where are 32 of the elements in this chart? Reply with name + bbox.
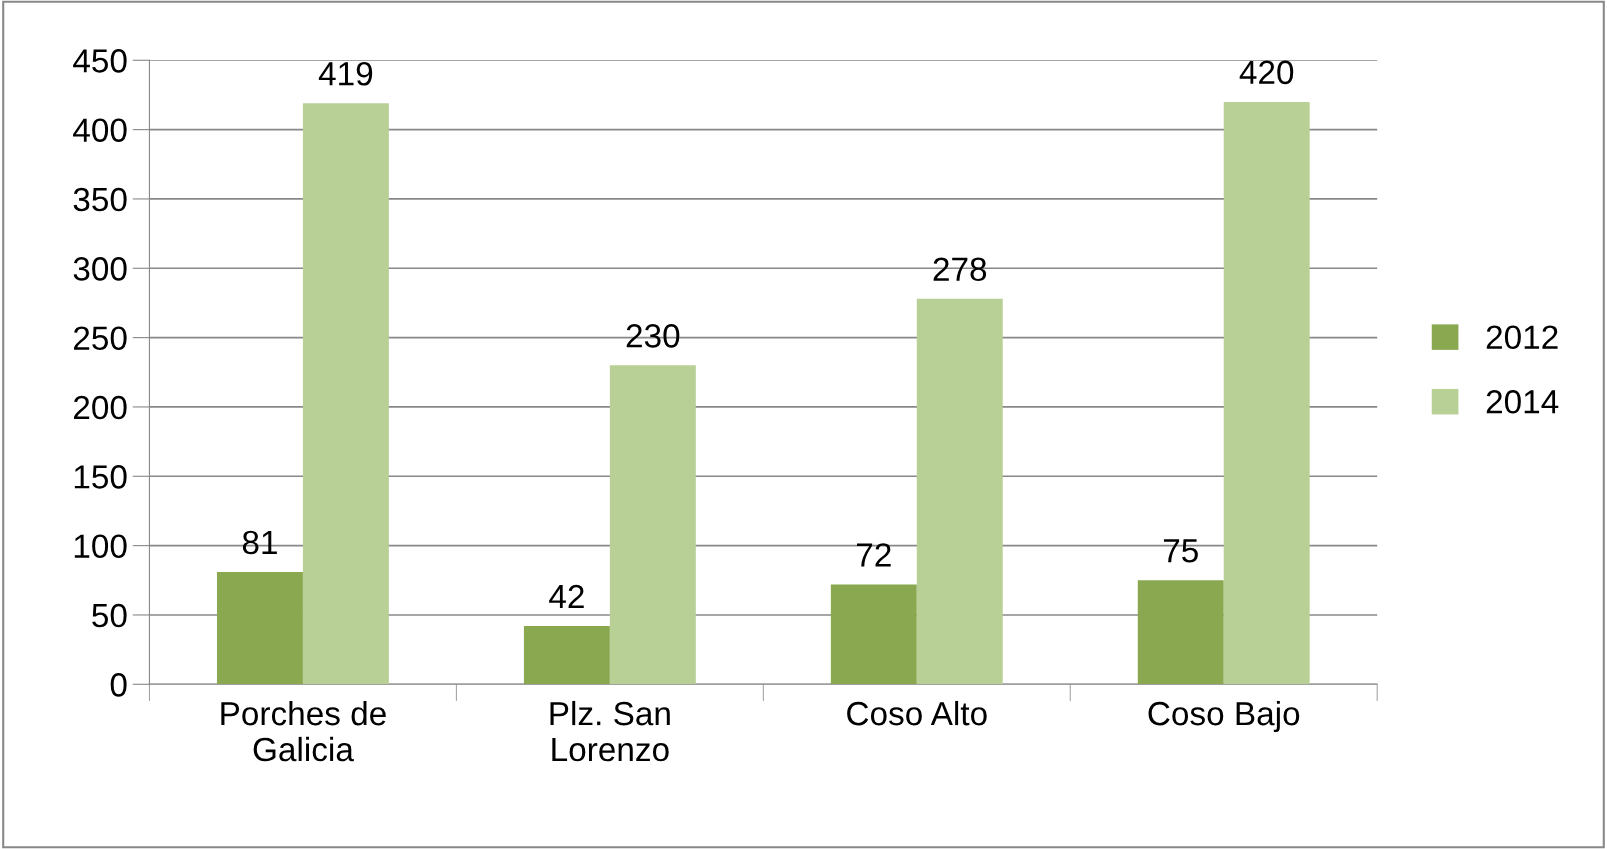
data-label: 278 xyxy=(933,257,987,282)
bar xyxy=(216,571,303,685)
y-tick-label: 250 xyxy=(73,326,127,351)
y-tick-label: 350 xyxy=(73,187,127,212)
bar xyxy=(302,103,389,685)
y-tick-label: 300 xyxy=(73,257,127,281)
y-tick-label: 200 xyxy=(73,395,127,420)
bar xyxy=(916,298,1003,685)
bar xyxy=(523,626,610,685)
bar xyxy=(830,584,917,685)
x-tick-label: Coso Bajo xyxy=(1148,700,1300,733)
x-tick-label: Porches de Galicia xyxy=(221,700,386,762)
y-tick-label: 0 xyxy=(110,673,127,697)
data-label: 420 xyxy=(1239,60,1294,85)
y-tick-label: 150 xyxy=(74,465,127,489)
bar xyxy=(1137,580,1224,685)
data-label: 81 xyxy=(242,530,277,555)
y-tick-label: 400 xyxy=(73,118,127,143)
data-label: 419 xyxy=(318,61,373,86)
bar xyxy=(609,365,696,685)
legend-label: 2014 xyxy=(1486,390,1559,414)
legend-label: 2012 xyxy=(1486,325,1558,350)
data-label: 42 xyxy=(549,584,584,609)
y-tick-label: 50 xyxy=(92,603,127,628)
data-label: 72 xyxy=(856,543,891,567)
data-label: 230 xyxy=(626,324,680,348)
y-tick-label: 100 xyxy=(74,534,127,559)
data-label: 75 xyxy=(1163,539,1198,563)
x-tick-label: Coso Alto xyxy=(847,700,987,726)
y-tick-label: 450 xyxy=(73,49,127,73)
bar xyxy=(1223,101,1310,685)
x-tick-label: Plz. San Lorenzo xyxy=(550,700,670,762)
